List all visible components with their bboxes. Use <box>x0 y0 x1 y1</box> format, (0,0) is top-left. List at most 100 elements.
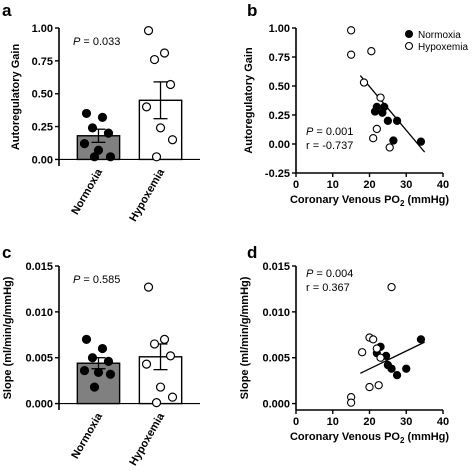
data-point-hypoxemia <box>367 47 376 56</box>
data-point-normoxia <box>370 107 380 116</box>
data-point-normoxia <box>387 364 396 373</box>
data-point <box>93 367 104 377</box>
data-point <box>103 128 114 138</box>
x-axis-title-subscript: 2 <box>400 199 405 208</box>
data-point <box>167 392 178 402</box>
data-point-hypoxemia <box>346 26 356 35</box>
panel-d-scatter-chart: 0.000 0.005 0.010 0.015 0 10 20 30 40 Coronary Ve… <box>239 261 449 445</box>
data-point <box>81 108 92 119</box>
y-tick-label: 0.75 <box>269 52 290 64</box>
data-point-hypoxemia <box>374 381 383 390</box>
x-tick-label: 20 <box>363 179 375 191</box>
x-tick-label: 20 <box>363 416 375 428</box>
data-point <box>151 152 162 162</box>
data-point-hypoxemia <box>372 124 381 134</box>
data-point <box>105 152 116 162</box>
data-point <box>103 356 114 366</box>
x-axis-title: Coronary Venous PO2 (mmHg) <box>290 431 449 445</box>
regression-line <box>359 75 426 153</box>
data-point <box>141 102 152 112</box>
data-point-hypoxemia <box>369 134 378 143</box>
data-point-hypoxemia <box>387 282 396 292</box>
panel-label-b: b <box>247 1 257 20</box>
data-point <box>149 54 160 65</box>
data-point-normoxia <box>389 136 398 145</box>
data-point-hypoxemia <box>365 382 374 392</box>
p-value-annotation: P = 0.001 <box>306 126 353 138</box>
data-point <box>79 365 90 376</box>
data-point-hypoxemia <box>357 348 367 357</box>
x-axis-title-tail: (mmHg) <box>404 194 449 206</box>
data-point-normoxia <box>416 137 426 146</box>
panel-label-c: c <box>2 243 11 262</box>
data-point <box>143 282 154 292</box>
data-point <box>155 123 166 133</box>
y-tick-label: 0.25 <box>269 110 290 122</box>
data-point-hypoxemia <box>385 143 394 152</box>
y-tick-label: 0.000 <box>262 399 290 411</box>
legend-marker-normoxia <box>404 29 414 39</box>
y-tick-label: 0.015 <box>25 261 53 273</box>
data-point <box>97 343 108 354</box>
legend-label-normoxia: Normoxia <box>418 30 461 41</box>
x-category-label: Normoxia <box>69 410 105 461</box>
data-point <box>89 382 100 392</box>
data-point-normoxia <box>416 335 426 344</box>
data-point <box>87 353 98 363</box>
x-tick-label: 0 <box>293 416 299 428</box>
data-point-normoxia <box>392 370 402 380</box>
data-point-normoxia <box>392 116 402 125</box>
x-tick-label: 40 <box>437 416 449 428</box>
data-point-hypoxemia <box>376 93 385 102</box>
y-tick-label: 1.00 <box>32 23 53 35</box>
data-point <box>81 334 92 344</box>
data-point-normoxia <box>378 108 387 117</box>
data-point <box>89 152 100 162</box>
y-tick-label: 0.00 <box>269 139 290 151</box>
x-axis-title-subscript: 2 <box>400 436 405 445</box>
data-point <box>165 79 176 90</box>
panel-b-scatter-chart: -0.25 0.00 0.25 0.50 0.75 1.00 0 10 20 30 40 Corona… <box>243 23 468 208</box>
y-axis-title: Autoregulatory Gain <box>243 47 255 154</box>
x-tick-label: 30 <box>400 179 412 191</box>
data-point <box>141 359 152 369</box>
p-value-annotation: P = 0.004 <box>306 268 353 280</box>
panel-a-bar-chart: 0.00 0.25 0.50 0.75 1.00 Autoregulatory Gain N… <box>10 23 200 224</box>
r-value-annotation: r = -0.737 <box>306 140 353 152</box>
x-tick-label: 10 <box>327 416 339 428</box>
data-point-normoxia <box>402 364 411 373</box>
data-point <box>155 382 166 392</box>
data-point <box>149 339 160 349</box>
x-category-label: Normoxia <box>69 166 105 217</box>
data-point <box>165 351 176 361</box>
p-value-annotation: P = 0.585 <box>73 274 120 286</box>
y-axis-title: Slope (ml/min/g/mmHg) <box>2 276 14 399</box>
y-tick-label: 0.75 <box>32 56 53 68</box>
panel-label-d: d <box>247 243 257 262</box>
x-axis-title-main: Coronary Venous PO <box>290 194 400 206</box>
data-point <box>159 48 170 58</box>
y-tick-label: -0.25 <box>265 168 290 180</box>
data-point-hypoxemia <box>369 335 378 344</box>
legend-label-hypoxemia: Hypoxemia <box>418 42 468 53</box>
data-point <box>105 369 116 379</box>
legend-marker-hypoxemia <box>404 41 414 51</box>
data-point-hypoxemia <box>346 50 356 59</box>
y-tick-label: 0.00 <box>32 154 53 166</box>
data-point <box>93 145 104 155</box>
y-tick-label: 0.50 <box>32 89 53 101</box>
data-point <box>167 135 178 145</box>
data-point <box>97 112 108 122</box>
x-axis-title-main: Coronary Venous PO <box>290 431 400 443</box>
y-axis-title: Slope (ml/min/g/mmHg) <box>239 276 251 399</box>
panel-c-bar-chart: 0.000 0.005 0.010 0.015 Slope (ml/min/g/mmHg… <box>2 261 200 468</box>
y-axis-title: Autoregulatory Gain <box>10 44 22 151</box>
y-tick-label: 0.010 <box>25 307 53 319</box>
y-tick-label: 0.005 <box>25 353 53 365</box>
data-point-hypoxemia <box>372 344 381 353</box>
y-tick-label: 1.00 <box>269 23 290 35</box>
x-tick-label: 0 <box>293 179 299 191</box>
p-value-annotation: P = 0.033 <box>73 36 120 48</box>
x-axis-title: Coronary Venous PO2 (mmHg) <box>290 194 449 208</box>
